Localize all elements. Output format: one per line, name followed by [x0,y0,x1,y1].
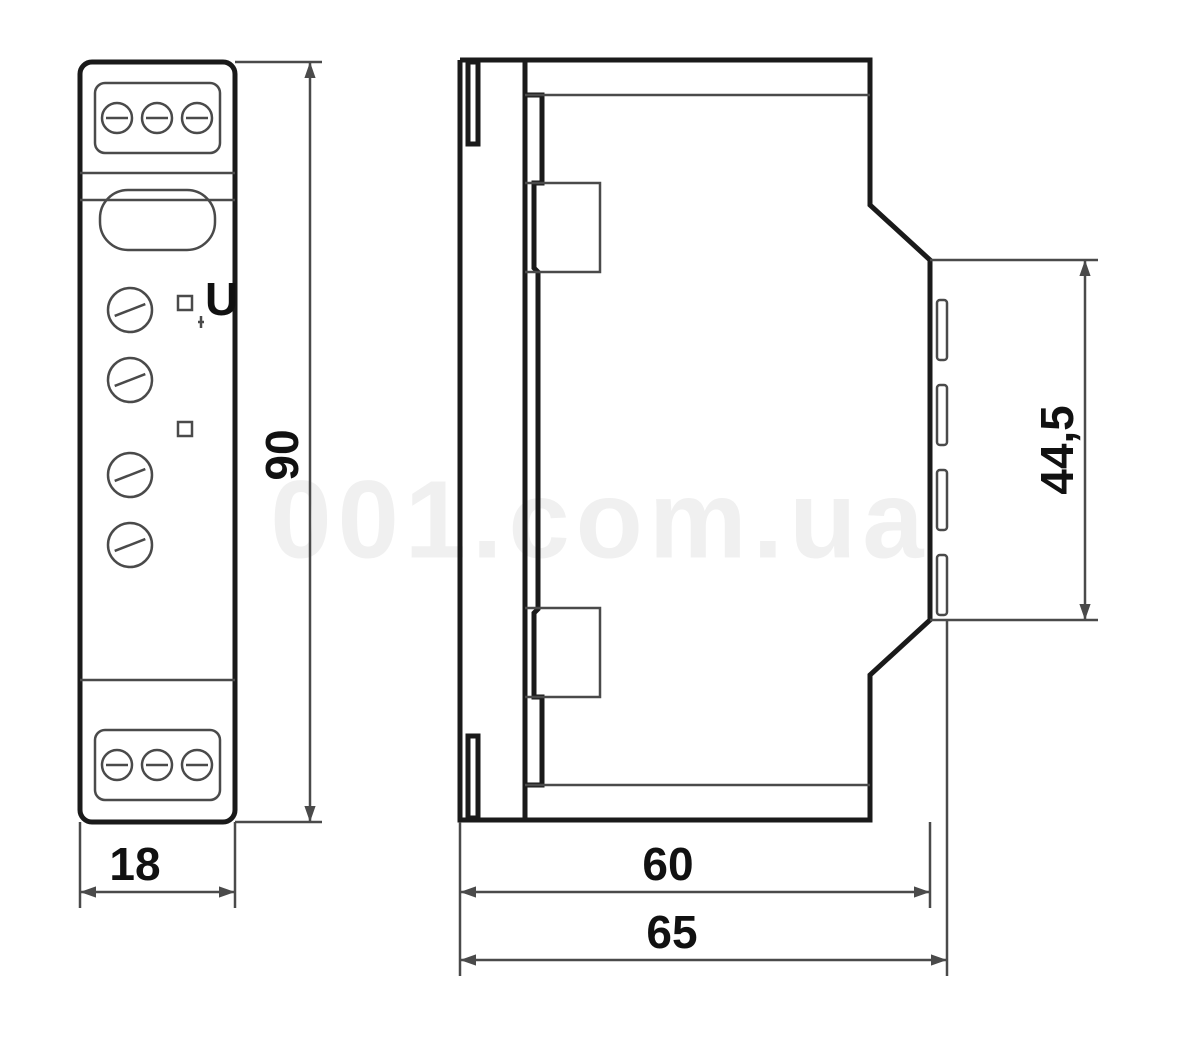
svg-text:65: 65 [646,906,697,958]
svg-text:18: 18 [109,838,160,890]
svg-text:U: U [205,273,238,325]
technical-drawing: U 18 90 60 65 44,5 [0,0,1200,1039]
svg-text:60: 60 [642,838,693,890]
svg-text:90: 90 [256,429,308,480]
svg-text:44,5: 44,5 [1031,405,1083,495]
